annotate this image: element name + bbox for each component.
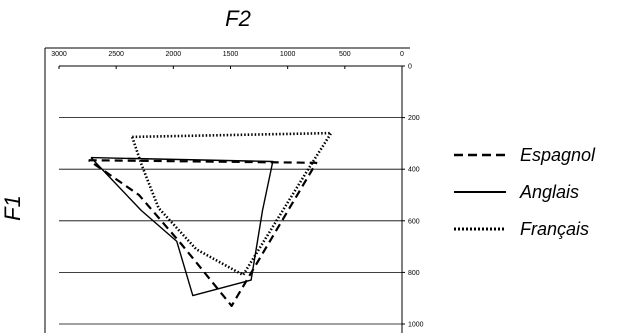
x-tick-label: 2000 <box>166 51 182 58</box>
axes: 3000 2500 2000 1500 1000 500 00 200 400 600 800 100… <box>44 47 424 333</box>
series-line-espagnol <box>88 159 318 307</box>
legend-label: Espagnol <box>520 145 596 165</box>
x-axis-title: F2 <box>225 6 251 31</box>
x-tick-label: 500 <box>339 51 351 58</box>
legend: Espagnol Anglais Français <box>454 145 596 239</box>
y-axis-title: F1 <box>0 195 25 221</box>
legend-label: Anglais <box>519 182 579 202</box>
series-line-anglais <box>90 156 274 297</box>
x-tick-label: 1000 <box>280 51 296 58</box>
y-tick-label: 1000 <box>408 322 424 329</box>
x-tick-label: 0 <box>400 51 404 58</box>
y-tick-label: 400 <box>408 167 420 174</box>
y-tick-label: 0 <box>408 64 412 71</box>
legend-label: Français <box>520 219 589 239</box>
x-tick-label: 1500 <box>223 51 239 58</box>
grid-lines <box>59 117 402 325</box>
series-lines <box>88 131 333 307</box>
y-tick-label: 800 <box>408 270 420 277</box>
y-tick-label: 600 <box>408 218 420 225</box>
y-tick-label: 200 <box>408 115 420 122</box>
x-tick-label: 2500 <box>108 51 124 58</box>
series-line-fran-ais <box>130 131 333 277</box>
x-tick-label: 3000 <box>51 51 67 58</box>
